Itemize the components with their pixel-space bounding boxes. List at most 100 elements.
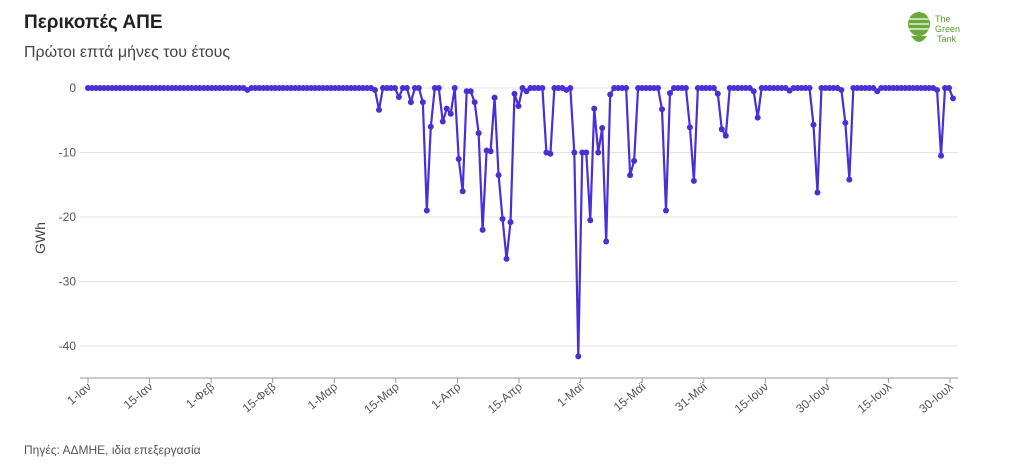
data-point [511,90,518,97]
data-point [447,110,454,117]
data-point [714,90,721,97]
data-point [838,86,845,93]
y-tick-label: -20 [59,210,77,224]
x-tick-label: 15-Μαϊ [611,379,649,414]
data-point [475,130,482,137]
data-point [682,85,689,91]
data-point [499,215,506,222]
data-point [427,123,434,130]
y-tick-label: -40 [59,339,77,353]
data-point [583,149,590,156]
data-point [507,219,514,226]
data-point [547,150,554,157]
data-point [479,226,486,233]
data-point [487,148,494,155]
data-point [419,99,426,106]
y-axis-ticks: 0 -10 -20 -30 -40 [59,81,77,353]
data-point [718,126,725,133]
x-tick-label: 15-Απρ [485,379,525,416]
y-tick-label: 0 [69,81,76,95]
series-line [88,86,955,358]
data-point [567,85,574,91]
data-point [690,177,697,184]
leaf-logo-icon: The Green Tank [908,12,960,44]
x-tick-label: 30-Ιουν [793,380,833,416]
chart-subtitle: Πρώτοι επτά μήνες του έτους [24,44,231,61]
data-point [938,152,945,159]
data-point [934,86,941,93]
x-tick-label: 1-Μαρ [305,379,341,412]
data-point [403,85,410,91]
x-tick-label: 31-Μαϊ [672,379,710,414]
chart-title: Περικοπές ΑΠΕ [24,12,163,33]
x-tick-label: 1-Μαϊ [554,379,586,409]
logo-text-tank: Tank [937,34,957,44]
data-point [810,121,817,128]
data-point [806,85,813,91]
data-point [746,85,753,91]
data-point [571,149,578,156]
data-point [467,88,474,95]
data-point [523,88,530,95]
data-point [519,85,526,91]
x-tick-label: 15-Φεβ [240,380,279,416]
data-point [459,188,466,195]
data-point [946,85,953,91]
data-point [395,94,402,101]
data-point [623,85,630,91]
series-layer [85,85,956,360]
x-tick-label: 15-Μαρ [361,379,402,416]
data-point [443,105,450,112]
data-point [435,85,442,91]
data-point [659,106,666,113]
x-axis-ticks: 1-Ιαν 15-Ιαν 1-Φεβ 15-Φεβ 1-Μαρ 15-Μαρ 1-Απρ 15… [64,378,956,417]
data-point [846,176,853,183]
data-point [407,99,414,106]
source-note: Πηγές: ΑΔΜΗΕ, ιδία επεξεργασία [24,443,201,457]
green-tank-logo: The Green Tank [905,10,975,52]
data-point [391,85,398,91]
x-tick-label: 1-Απρ [428,379,463,412]
x-tick-label: 1-Ιαν [64,380,94,408]
data-point [710,85,717,91]
data-point [423,207,430,214]
x-tick-label: 15-Ιαν [121,380,156,412]
x-tick-label: 15-Ιουν [732,380,772,416]
y-tick-label: -30 [59,275,77,289]
data-point [663,207,669,214]
data-point [539,85,546,91]
x-tick-label: 30-Ιουλ [916,380,956,416]
data-point [655,85,662,91]
x-tick-label: 1-Φεβ [183,380,217,412]
logo-text-green: Green [935,24,960,34]
data-point [950,95,956,102]
data-point [372,86,378,93]
x-tick-label: 15-Ιουλ [855,380,895,416]
data-point [607,91,614,98]
data-point [631,157,638,164]
data-point [599,124,606,131]
data-point [451,85,458,91]
data-point [627,172,634,179]
data-point [587,217,594,224]
data-point [455,155,462,162]
data-point [754,114,761,121]
data-point [439,118,446,125]
data-point [471,99,478,106]
data-point [415,85,422,91]
data-point [491,94,498,101]
data-point [666,90,673,97]
data-point [874,88,881,95]
data-point [842,119,849,126]
logo-text-the: The [935,14,951,24]
data-point [603,238,610,245]
y-axis-label: GWh [32,222,48,254]
data-point [503,255,510,262]
data-point [495,172,502,179]
data-point [722,132,729,139]
data-point [515,103,522,110]
data-point [686,124,693,131]
data-point [750,88,757,95]
y-tick-label: -10 [59,146,77,160]
